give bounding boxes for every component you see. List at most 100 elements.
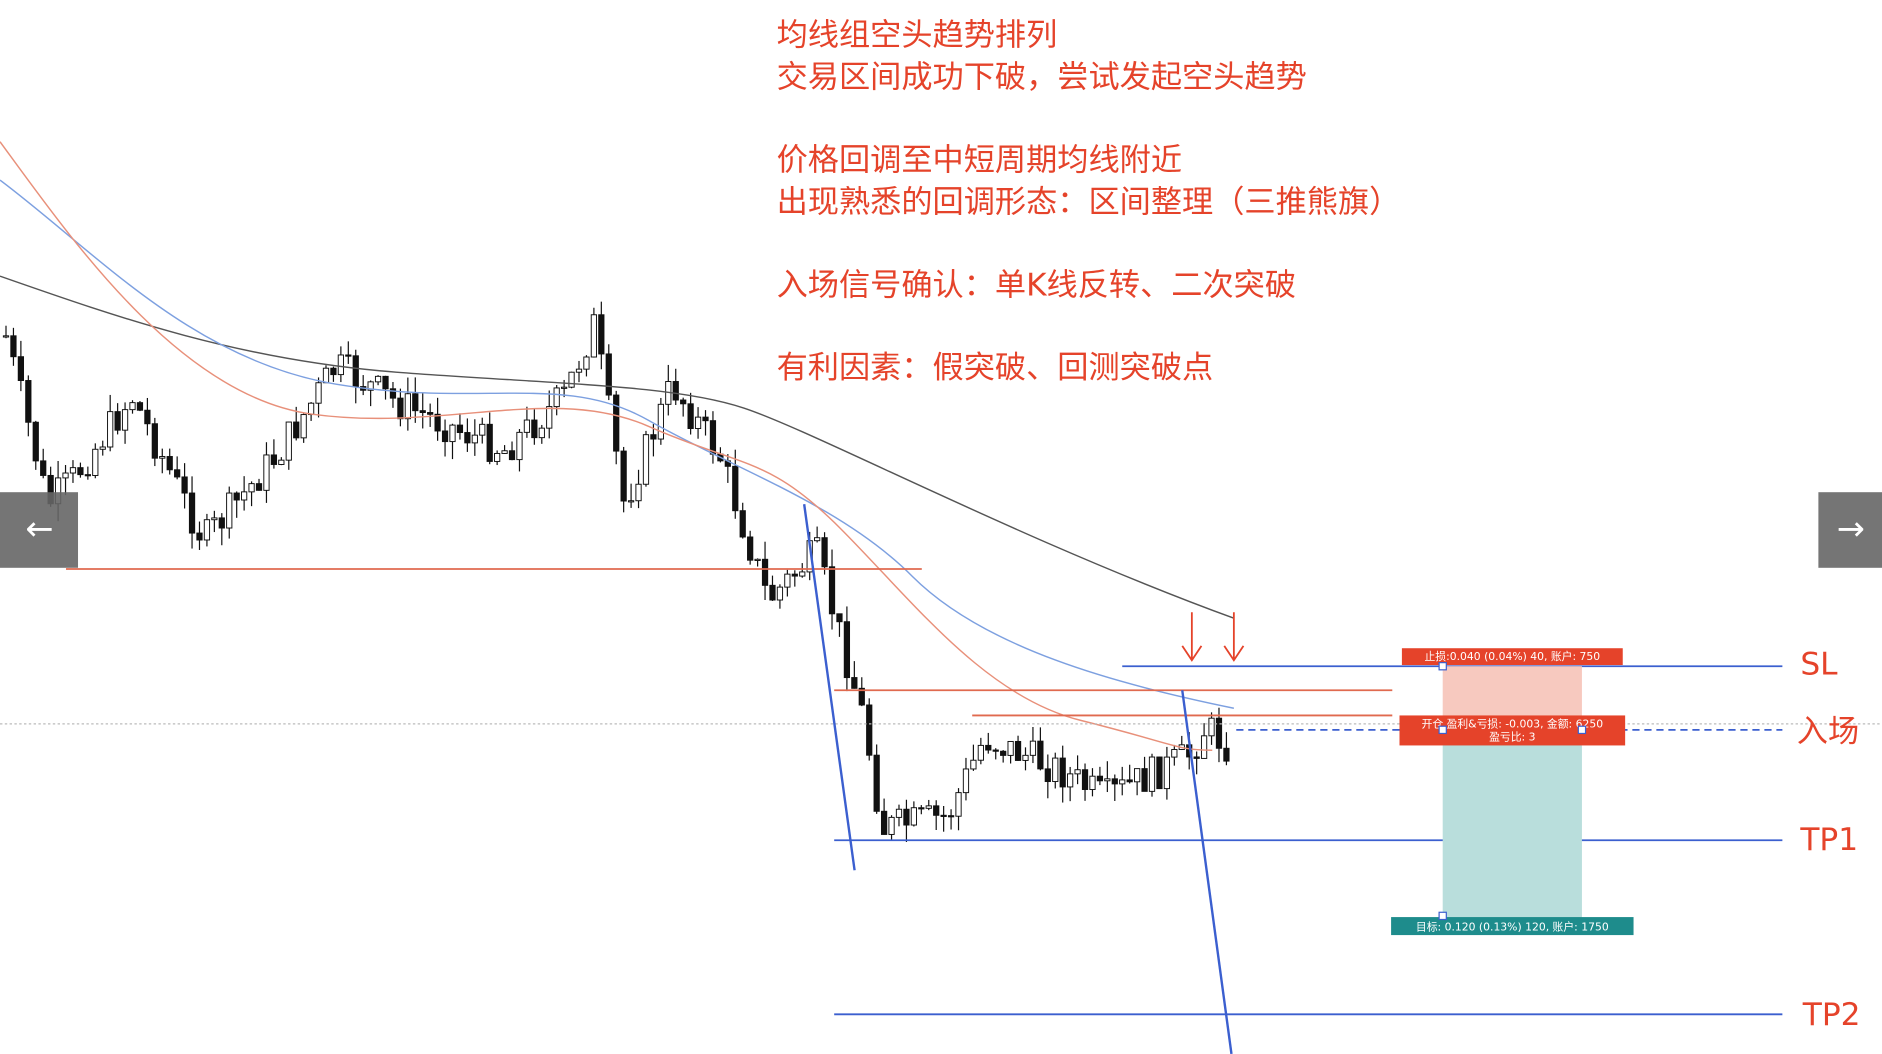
candle bbox=[92, 448, 99, 476]
candles bbox=[2, 301, 1230, 843]
candle bbox=[947, 815, 955, 818]
candle bbox=[121, 409, 129, 431]
arrows bbox=[1181, 612, 1245, 662]
candle bbox=[1223, 747, 1230, 762]
candle bbox=[642, 434, 650, 485]
candle bbox=[456, 424, 464, 434]
ma-mid bbox=[0, 179, 1235, 709]
candle bbox=[680, 399, 687, 405]
candle bbox=[598, 314, 605, 355]
annotation: 出现熟悉的回调形态：区间整理（三推熊旗） bbox=[777, 185, 1401, 221]
ma-long bbox=[0, 275, 1235, 619]
annotation: 入场信号确认：单K线反转、二次突破 bbox=[777, 267, 1296, 303]
candle bbox=[635, 483, 642, 502]
candle bbox=[300, 414, 307, 439]
entry-label: 开仓 盈利&亏损: -0.003, 金额: 6250 bbox=[1422, 716, 1604, 730]
tp2-label: TP2 bbox=[1802, 997, 1861, 1033]
candle bbox=[263, 454, 270, 491]
candle bbox=[233, 492, 240, 501]
target-box bbox=[1391, 917, 1634, 936]
candle bbox=[211, 517, 218, 521]
candle bbox=[709, 420, 717, 455]
candle bbox=[389, 388, 397, 399]
ratio-label: 盈亏比: 3 bbox=[1489, 731, 1535, 744]
candle bbox=[962, 768, 970, 794]
candle bbox=[1089, 775, 1096, 790]
candle bbox=[241, 491, 248, 501]
candle bbox=[40, 460, 47, 476]
candle bbox=[657, 403, 664, 440]
candle bbox=[903, 808, 910, 826]
candle bbox=[1171, 749, 1178, 758]
annotation: 价格回调至中短周期均线附近 bbox=[777, 143, 1182, 179]
candle bbox=[494, 452, 501, 462]
candle bbox=[1193, 756, 1200, 759]
candle bbox=[784, 573, 791, 588]
candle bbox=[687, 403, 694, 429]
candle bbox=[84, 474, 91, 477]
candle bbox=[605, 353, 612, 396]
candle bbox=[1007, 740, 1014, 756]
candle bbox=[1215, 717, 1223, 749]
candle bbox=[404, 393, 411, 420]
annotation: 交易区间成功下破，尝试发起空头趋势 bbox=[777, 60, 1307, 96]
candle bbox=[315, 382, 322, 404]
candle bbox=[307, 402, 315, 416]
candle bbox=[620, 450, 627, 502]
candle bbox=[992, 749, 999, 752]
candle bbox=[397, 397, 404, 420]
candle bbox=[1126, 779, 1133, 783]
candle bbox=[627, 500, 635, 503]
candle bbox=[99, 446, 106, 450]
candle bbox=[739, 510, 746, 538]
candle bbox=[226, 492, 233, 529]
candle bbox=[761, 558, 769, 586]
candle bbox=[910, 807, 917, 826]
candle bbox=[62, 472, 69, 479]
candle bbox=[880, 810, 888, 835]
candle bbox=[188, 492, 196, 534]
candle bbox=[694, 416, 702, 429]
candle bbox=[732, 465, 739, 512]
candle bbox=[1074, 769, 1081, 775]
candle bbox=[769, 584, 776, 601]
candle bbox=[821, 537, 828, 568]
candle bbox=[285, 421, 292, 461]
prev-arrow[interactable]: ← bbox=[26, 509, 54, 548]
candle bbox=[166, 456, 173, 471]
candle bbox=[791, 573, 798, 577]
candle bbox=[382, 375, 389, 390]
next-arrow[interactable]: → bbox=[1837, 509, 1865, 548]
candle bbox=[1037, 740, 1044, 770]
candle bbox=[427, 412, 434, 415]
candle bbox=[345, 354, 352, 357]
next-button[interactable] bbox=[1818, 492, 1882, 568]
candle bbox=[754, 558, 761, 561]
candle bbox=[1141, 768, 1148, 792]
candle bbox=[888, 816, 895, 835]
candle bbox=[412, 393, 419, 412]
candle bbox=[1059, 757, 1066, 788]
candle bbox=[955, 792, 962, 817]
candle bbox=[434, 413, 441, 432]
candle bbox=[546, 406, 553, 429]
candle bbox=[218, 517, 225, 529]
candle bbox=[918, 807, 925, 810]
candle bbox=[2, 335, 10, 338]
candle bbox=[1104, 778, 1111, 782]
candle bbox=[367, 381, 374, 391]
candle bbox=[523, 419, 531, 433]
candle bbox=[814, 537, 821, 542]
candle bbox=[441, 430, 449, 443]
candle bbox=[181, 476, 188, 494]
candle bbox=[858, 687, 865, 706]
candle bbox=[508, 450, 516, 461]
candle bbox=[1029, 740, 1037, 756]
candle bbox=[248, 483, 255, 493]
prev-button[interactable] bbox=[0, 492, 79, 568]
candle bbox=[940, 814, 947, 817]
candle bbox=[568, 371, 575, 388]
candle bbox=[449, 424, 456, 443]
candle bbox=[196, 532, 203, 541]
